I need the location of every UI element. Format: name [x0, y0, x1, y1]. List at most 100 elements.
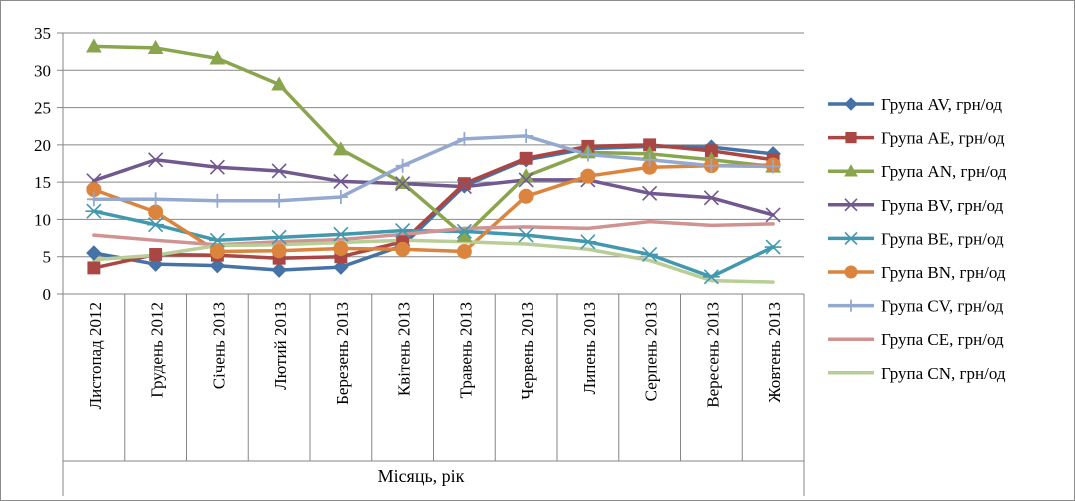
x-tick-label: Березень 2013: [333, 302, 352, 405]
data-point: [764, 239, 782, 255]
series-markers: [85, 38, 782, 285]
data-point: [333, 141, 349, 156]
legend-marker: [844, 265, 858, 279]
data-point: [765, 207, 781, 223]
data-point: [148, 152, 164, 168]
data-point: [271, 163, 287, 179]
data-point: [642, 152, 657, 167]
data-point: [333, 173, 349, 189]
data-point: [456, 243, 472, 259]
data-point: [641, 246, 659, 263]
data-point: [85, 203, 103, 219]
data-point: [208, 232, 226, 248]
y-tick-label: 5: [43, 248, 52, 267]
data-point: [704, 158, 719, 173]
y-tick-label: 25: [34, 99, 51, 118]
data-point: [518, 188, 534, 204]
axes: [57, 32, 805, 496]
series-line-2: [92, 143, 775, 270]
data-point: [395, 176, 411, 192]
data-point: [394, 174, 411, 189]
x-tick-label: Травень 2013: [456, 302, 475, 398]
data-point: [519, 128, 534, 143]
data-point: [210, 193, 225, 208]
data-point: [579, 234, 597, 250]
legend-label: Група BV, грн/од: [881, 196, 1004, 215]
legend-label: Група BE, грн/од: [881, 229, 1004, 248]
data-point: [209, 257, 226, 274]
data-point: [394, 223, 412, 239]
data-point: [703, 190, 719, 206]
data-point: [455, 223, 473, 239]
data-point: [149, 248, 163, 261]
data-point: [395, 241, 411, 257]
legend-label: Група BN, грн/од: [881, 263, 1006, 282]
data-point: [333, 241, 349, 257]
data-point: [332, 226, 350, 242]
x-tick-label: Лютий 2013: [271, 302, 290, 390]
x-tick-label: Жовтень 2013: [765, 302, 784, 403]
data-point: [333, 190, 348, 205]
legend-marker: [845, 299, 857, 312]
x-tick-label: Листопад 2012: [86, 302, 105, 409]
x-tick-label: Червень 2013: [518, 302, 537, 400]
y-tick-label: 15: [34, 173, 51, 192]
series-lines: [92, 44, 775, 284]
data-point: [518, 172, 534, 188]
legend-label: Група AN, грн/од: [881, 162, 1007, 181]
x-tick-label: Серпень 2013: [642, 302, 661, 401]
data-point: [457, 131, 472, 146]
data-point: [333, 259, 349, 275]
data-point: [86, 38, 102, 53]
data-point: [519, 151, 533, 165]
data-point: [271, 243, 287, 259]
x-tick-label: Квітень 2013: [395, 302, 414, 396]
data-point: [271, 262, 287, 278]
data-point: [580, 147, 595, 162]
data-point: [272, 193, 287, 208]
data-point: [642, 185, 658, 201]
legend: Група AV, грн/од Група AE, грн/од Група AN…: [828, 95, 1007, 383]
series-line-7: [92, 134, 775, 203]
data-point: [702, 269, 720, 285]
x-tick-labels: Листопад 2012 Грудень 2012 Січень 2013 Люти…: [86, 302, 784, 409]
data-point: [209, 243, 225, 259]
data-point: [270, 229, 288, 245]
series-line-3: [92, 44, 775, 238]
data-point: [148, 192, 163, 207]
x-tick-label: Вересень 2013: [703, 302, 722, 408]
series-line-8: [92, 219, 775, 247]
data-point: [517, 227, 535, 243]
y-tick-label: 10: [34, 210, 51, 229]
series-line-4: [92, 158, 775, 217]
legend-label: Група AE, грн/од: [881, 129, 1005, 148]
legend-marker: [843, 231, 859, 245]
legend-label: Група CN, грн/од: [881, 364, 1006, 383]
data-point: [456, 179, 472, 195]
data-point: [86, 245, 102, 261]
data-point: [87, 261, 101, 275]
x-axis-title: Місяць, рік: [378, 466, 465, 486]
data-point: [271, 76, 287, 91]
legend-marker: [844, 97, 858, 111]
y-tick-label: 0: [43, 285, 52, 304]
data-point: [148, 204, 164, 220]
legend-marker: [844, 164, 858, 177]
data-point: [766, 159, 781, 174]
legend-label: Група CE, грн/од: [881, 330, 1004, 349]
y-tick-labels: 0 5 10 15 20 25 30 35: [34, 24, 51, 304]
legend-label: Група CV, грн/од: [881, 297, 1004, 316]
data-point: [580, 168, 596, 184]
x-tick-label: Липень 2013: [580, 302, 599, 394]
y-tick-label: 35: [34, 24, 51, 43]
data-point: [147, 39, 164, 55]
x-tick-label: Січень 2013: [209, 302, 228, 389]
data-point: [395, 158, 410, 173]
legend-marker: [844, 198, 858, 212]
series-line-9: [92, 238, 775, 284]
y-tick-label: 20: [34, 136, 51, 155]
legend-label: Група AV, грн/од: [881, 95, 1002, 114]
data-point: [209, 50, 226, 65]
data-point: [457, 177, 471, 191]
